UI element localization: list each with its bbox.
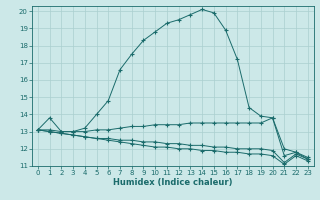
X-axis label: Humidex (Indice chaleur): Humidex (Indice chaleur) <box>113 178 233 187</box>
